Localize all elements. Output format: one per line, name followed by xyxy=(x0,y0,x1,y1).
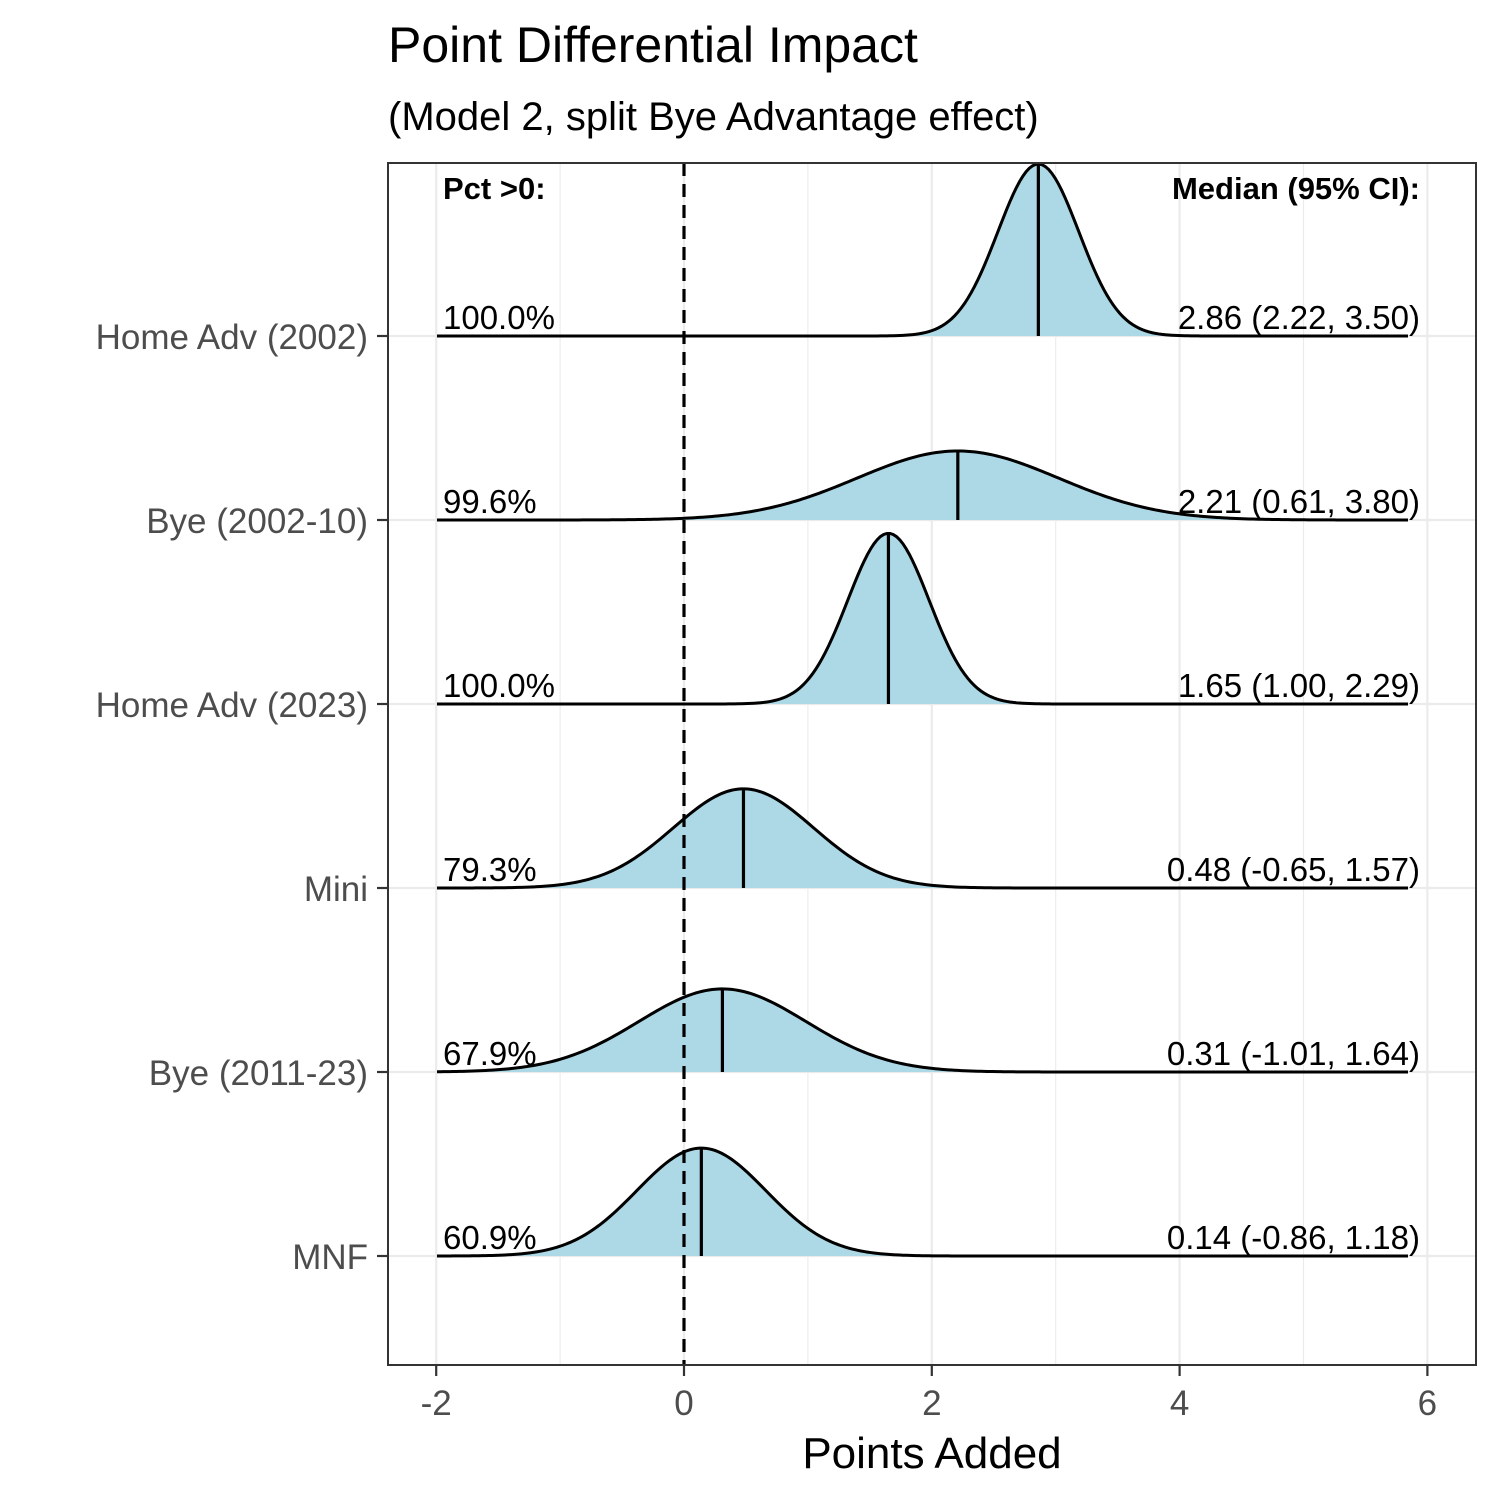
y-tick-label: Mini xyxy=(304,870,368,909)
pct-gt-zero-label: 100.0% xyxy=(443,667,555,704)
x-axis-label: Points Added xyxy=(802,1429,1061,1478)
median-ci-label: 0.14 (-0.86, 1.18) xyxy=(1167,1219,1420,1256)
y-tick-label: Bye (2002-10) xyxy=(146,502,368,541)
x-tick-label: 4 xyxy=(1170,1384,1189,1423)
y-tick-label: Home Adv (2002) xyxy=(96,318,368,357)
x-tick-label: 0 xyxy=(674,1384,693,1423)
y-tick-label: Bye (2011-23) xyxy=(149,1054,368,1093)
y-tick-label: MNF xyxy=(292,1238,368,1277)
x-tick-label: 6 xyxy=(1418,1384,1437,1423)
pct-gt-zero-label: 67.9% xyxy=(443,1035,537,1072)
chart-title: Point Differential Impact xyxy=(388,17,918,73)
median-ci-label: 0.48 (-0.65, 1.57) xyxy=(1167,851,1420,888)
pct-gt-zero-label: 79.3% xyxy=(443,851,537,888)
pct-header: Pct >0: xyxy=(443,171,546,206)
chart-subtitle: (Model 2, split Bye Advantage effect) xyxy=(388,95,1039,139)
median-ci-label: 2.86 (2.22, 3.50) xyxy=(1178,299,1420,336)
pct-gt-zero-label: 99.6% xyxy=(443,483,537,520)
median-ci-label: 1.65 (1.00, 2.29) xyxy=(1178,667,1420,704)
x-tick-label: -2 xyxy=(421,1384,452,1423)
median-ci-label: 0.31 (-1.01, 1.64) xyxy=(1167,1035,1420,1072)
median-ci-label: 2.21 (0.61, 3.80) xyxy=(1178,483,1420,520)
pct-gt-zero-label: 100.0% xyxy=(443,299,555,336)
pct-gt-zero-label: 60.9% xyxy=(443,1219,537,1256)
y-tick-label: Home Adv (2023) xyxy=(96,686,368,725)
ridge-layer xyxy=(437,163,1408,1365)
x-tick-label: 2 xyxy=(922,1384,941,1423)
grid-layer xyxy=(388,163,1476,1365)
median-header: Median (95% CI): xyxy=(1172,171,1420,206)
